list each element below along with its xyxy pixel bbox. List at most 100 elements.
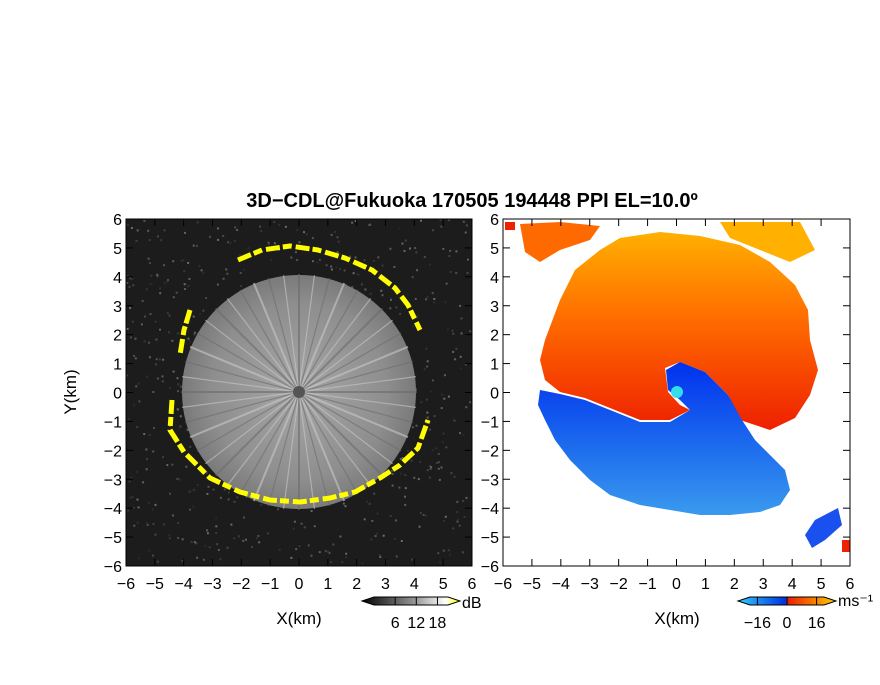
radial-streak (298, 274, 315, 393)
noise-speck (354, 220, 357, 222)
noise-speck (447, 395, 450, 398)
noise-speck (373, 492, 376, 495)
noise-speck (163, 229, 166, 232)
noise-speck (166, 280, 169, 283)
noise-speck (452, 527, 455, 530)
noise-speck (366, 500, 369, 503)
noise-speck (399, 312, 402, 315)
noise-speck (132, 284, 135, 287)
noise-speck (187, 337, 190, 340)
noise-speck (438, 478, 441, 481)
radial-streak (196, 391, 300, 452)
noise-speck (284, 225, 287, 228)
noise-speck (436, 461, 439, 464)
noise-speck (458, 524, 461, 527)
noise-speck (444, 515, 447, 518)
noise-speck (430, 466, 433, 469)
noise-speck (186, 428, 189, 431)
noise-speck (230, 523, 233, 526)
x-tick-label: −3 (203, 576, 221, 593)
left-echo-edge-ring (167, 243, 431, 505)
x-tick-label: 2 (730, 576, 739, 593)
noise-speck (236, 229, 239, 231)
y-tick-label: −3 (104, 472, 122, 489)
noise-speck (161, 375, 164, 378)
noise-speck (462, 220, 465, 223)
noise-speck (198, 265, 201, 268)
noise-speck (443, 397, 446, 400)
noise-speck (465, 224, 468, 227)
noise-speck (172, 514, 174, 517)
right-red-patch-edge (842, 540, 850, 552)
y-tick-label: 1 (113, 357, 122, 374)
noise-speck (193, 541, 196, 544)
noise-speck (147, 229, 150, 232)
noise-speck (152, 391, 155, 393)
noise-speck (390, 470, 393, 473)
noise-speck (311, 237, 314, 240)
noise-speck (442, 247, 445, 250)
noise-speck (440, 466, 443, 469)
noise-speck (455, 347, 458, 350)
noise-speck (329, 561, 332, 564)
noise-speck (152, 450, 155, 453)
noise-speck (199, 312, 202, 315)
noise-speck (404, 487, 407, 490)
noise-speck (150, 274, 153, 277)
radial-streak (267, 391, 300, 507)
colorbar-tick-label: 18 (429, 615, 447, 632)
noise-speck (154, 320, 157, 323)
noise-speck (399, 457, 402, 460)
noise-speck (179, 415, 182, 418)
noise-speck (176, 477, 179, 480)
noise-speck (219, 558, 222, 561)
noise-speck (225, 268, 228, 271)
noise-speck (126, 327, 129, 330)
noise-speck (449, 249, 452, 252)
noise-speck (183, 283, 186, 286)
noise-speck (406, 449, 409, 452)
noise-speck (233, 239, 236, 242)
noise-speck (433, 415, 436, 418)
radial-streak (184, 360, 300, 393)
noise-speck (126, 281, 129, 284)
intensity-colorbar: dB 6 12 18 (360, 595, 482, 632)
noise-speck (156, 377, 159, 380)
x-tick-label: 4 (410, 576, 419, 593)
noise-speck (374, 535, 377, 537)
noise-speck (453, 419, 456, 422)
noise-speck (459, 355, 462, 358)
radial-streak (252, 282, 300, 393)
x-tick-label: −6 (117, 576, 135, 593)
noise-speck (237, 535, 240, 538)
noise-speck (192, 488, 195, 491)
noise-speck (133, 524, 136, 527)
noise-speck (416, 269, 419, 272)
noise-speck (130, 227, 133, 229)
noise-speck (134, 337, 137, 340)
noise-speck (370, 538, 373, 541)
noise-speck (381, 264, 384, 267)
noise-speck (429, 428, 431, 431)
x-tick-label: 0 (672, 576, 681, 593)
noise-speck (178, 427, 180, 430)
noise-speck (267, 241, 270, 244)
noise-speck (278, 223, 281, 226)
noise-speck (135, 385, 138, 388)
noise-speck (431, 449, 434, 451)
noise-speck (143, 219, 146, 222)
noise-speck (196, 221, 199, 224)
noise-speck (151, 508, 154, 511)
noise-speck (462, 500, 465, 502)
noise-speck (422, 514, 425, 516)
noise-speck (240, 285, 243, 287)
noise-speck (147, 501, 150, 504)
noise-speck (227, 241, 229, 244)
noise-speck (137, 506, 140, 509)
noise-speck (426, 365, 429, 368)
noise-speck (256, 537, 258, 540)
noise-speck (133, 354, 135, 357)
noise-speck (456, 520, 459, 523)
noise-speck (205, 297, 208, 299)
noise-speck (401, 242, 404, 245)
